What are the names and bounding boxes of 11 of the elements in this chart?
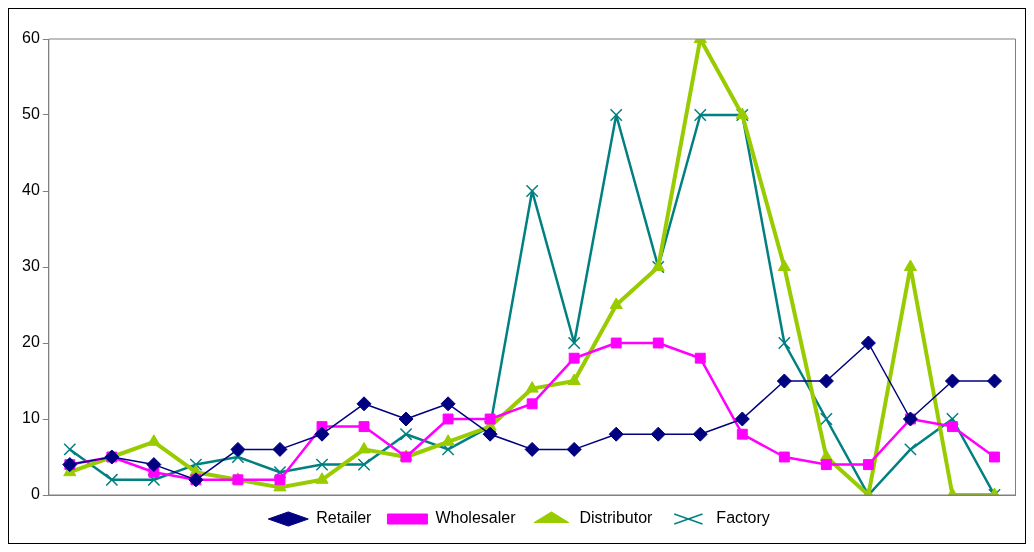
y-tick-label: 40 (22, 181, 40, 199)
legend-label: Factory (716, 509, 770, 527)
y-tick-label: 20 (22, 333, 40, 351)
legend-label: Retailer (316, 509, 373, 527)
legend-label: Wholesaler (435, 509, 517, 527)
legend-label: Distributor (579, 509, 654, 527)
y-tick-label: 0 (30, 485, 40, 503)
y-tick-label: 10 (22, 409, 40, 427)
y-tick-label: 60 (22, 29, 40, 47)
y-tick-label: 30 (22, 257, 40, 275)
y-tick-label: 50 (22, 105, 40, 123)
